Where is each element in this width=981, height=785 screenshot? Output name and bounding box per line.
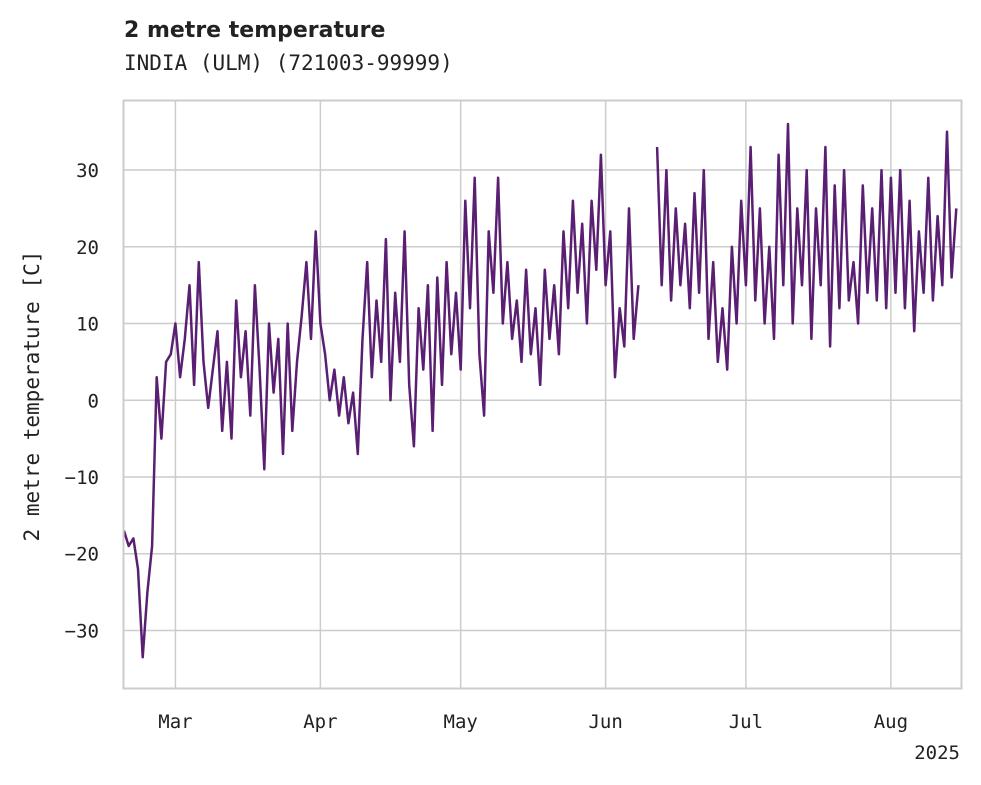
y-tick-labels: −30 −20 −10 0 10 20 30	[65, 160, 99, 642]
y-tick-label: −10	[65, 467, 99, 489]
chart-subtitle: INDIA (ULM) (721003-99999)	[124, 51, 453, 75]
x-tick-label: Apr	[303, 711, 337, 733]
x-tick-label: Jul	[729, 711, 763, 733]
x-tick-label: Mar	[158, 711, 192, 733]
series-group	[122, 122, 958, 659]
y-tick-label: 30	[76, 160, 99, 182]
temperature-series-line	[122, 122, 958, 659]
x-tick-label: Aug	[874, 711, 908, 733]
x-tick-labels: Mar Apr May Jun Jul Aug	[158, 711, 908, 733]
y-tick-label: 0	[88, 390, 99, 412]
plot-frame	[122, 99, 963, 690]
y-tick-label: −20	[65, 544, 99, 566]
y-tick-label: −30	[65, 620, 99, 642]
y-tick-label: 10	[76, 314, 99, 336]
year-label: 2025	[914, 742, 960, 764]
y-tick-label: 20	[76, 237, 99, 259]
y-axis-label: 2 metre temperature [C]	[20, 251, 44, 542]
x-tick-label: Jun	[588, 711, 622, 733]
chart-title: 2 metre temperature	[124, 18, 386, 43]
x-tick-label: May	[444, 711, 478, 733]
